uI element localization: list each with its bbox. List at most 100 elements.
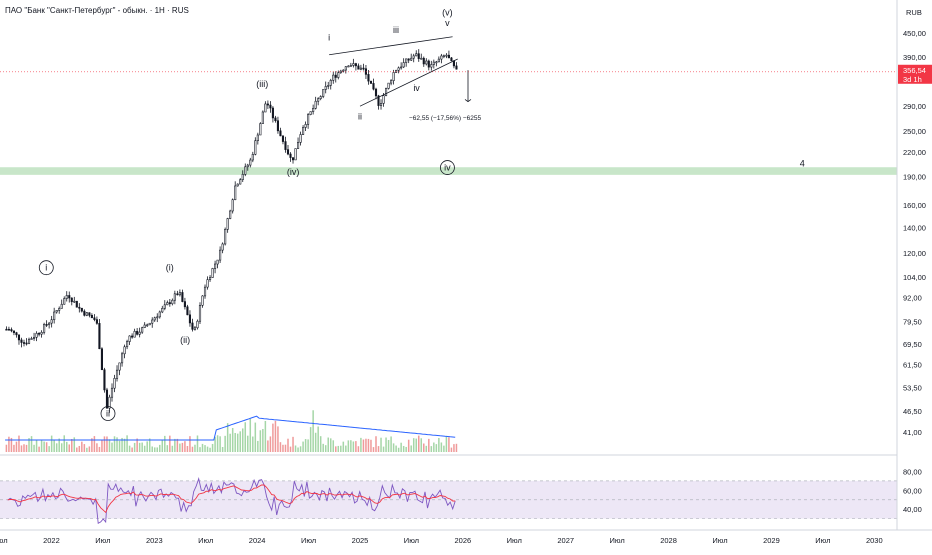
candle-body xyxy=(284,141,287,150)
time-tick-label: 2024 xyxy=(249,536,266,545)
candle-body xyxy=(88,312,91,316)
candle-body xyxy=(48,322,51,326)
volume-bar xyxy=(40,439,43,452)
volume-bar xyxy=(201,443,204,452)
candle-body xyxy=(249,159,252,166)
volume-bar xyxy=(332,440,335,452)
candle-body xyxy=(121,353,124,364)
wave-label-circle xyxy=(440,160,455,175)
candle-body xyxy=(115,369,119,379)
volume-bar xyxy=(184,441,186,452)
candle-body xyxy=(256,134,259,142)
volume-bar xyxy=(428,438,430,452)
candle-body xyxy=(309,111,312,115)
candle-body xyxy=(153,317,156,321)
rsi-tick-label: 60,00 xyxy=(903,486,922,495)
volume-bar xyxy=(50,435,53,452)
volume-bar xyxy=(30,436,33,452)
volume-bar xyxy=(405,446,407,452)
wave-label-circle xyxy=(38,260,54,276)
volume-bar xyxy=(423,443,425,452)
candle-body xyxy=(302,127,305,135)
wedge-lower-line xyxy=(359,58,458,107)
candle-body xyxy=(78,306,81,309)
candle-body xyxy=(440,55,443,60)
volume-bar xyxy=(151,446,153,452)
volume-ma-line xyxy=(5,415,456,441)
candle-body xyxy=(410,57,413,61)
candle-body xyxy=(70,297,73,303)
volume-bar xyxy=(116,437,118,452)
candle-body xyxy=(15,332,18,336)
candle-body xyxy=(10,329,13,332)
volume-bar xyxy=(380,437,382,452)
candle-body xyxy=(221,243,224,251)
volume-bar xyxy=(292,436,294,452)
candle-body xyxy=(156,316,159,319)
candle-body xyxy=(27,338,31,344)
last-price-tag xyxy=(898,64,932,84)
time-tick-label: Июл xyxy=(610,536,625,545)
volume-bar xyxy=(204,445,206,452)
volume-bar xyxy=(385,437,387,452)
candle-body xyxy=(269,104,272,109)
volume-bar xyxy=(186,446,189,452)
volume-bar xyxy=(76,447,78,452)
volume-bar xyxy=(294,445,297,452)
candle-body xyxy=(183,301,186,308)
time-tick-label: Июл xyxy=(198,536,213,545)
volume-bar xyxy=(345,445,347,452)
candle-body xyxy=(259,123,262,136)
volume-bar xyxy=(156,447,159,452)
volume-bar xyxy=(435,444,438,452)
candle-body xyxy=(118,362,121,371)
candle-body xyxy=(397,67,400,71)
volume-bar xyxy=(287,438,289,452)
candle-body xyxy=(357,65,360,70)
volume-bar xyxy=(297,447,299,452)
candle-body xyxy=(276,120,279,132)
volume-bar xyxy=(352,441,355,452)
volume-bar xyxy=(247,435,249,452)
candle-body xyxy=(286,149,290,155)
volume-bar xyxy=(269,436,272,452)
candle-body xyxy=(246,164,249,168)
wave-label-circle xyxy=(100,406,116,421)
volume-bar xyxy=(322,443,324,452)
volume-bar xyxy=(362,439,365,452)
volume-bar xyxy=(199,447,201,452)
volume-bar xyxy=(159,444,161,452)
wave-label: (i) xyxy=(166,263,174,273)
volume-bar xyxy=(236,433,239,452)
volume-bar xyxy=(118,440,121,452)
volume-bar xyxy=(289,446,292,452)
candle-body xyxy=(395,70,398,73)
candle-body xyxy=(379,103,383,106)
volume-bar xyxy=(63,435,65,452)
volume-bar xyxy=(15,441,18,452)
volume-bar xyxy=(8,436,10,452)
volume-bar xyxy=(430,446,433,452)
volume-bar xyxy=(397,447,400,452)
volume-bar xyxy=(340,445,342,452)
volume-bar xyxy=(314,432,317,452)
candle-body xyxy=(291,157,295,161)
wedge-upper-line xyxy=(329,36,453,56)
candle-body xyxy=(226,218,229,230)
candle-body xyxy=(196,320,199,329)
volume-bar xyxy=(123,438,126,452)
support-zone xyxy=(0,167,897,175)
time-tick-label: Июл xyxy=(712,536,727,545)
wave-label: v xyxy=(445,18,450,28)
volume-bar xyxy=(131,447,133,452)
volume-bar xyxy=(448,437,450,452)
volume-bar xyxy=(10,437,13,452)
rsi-band xyxy=(0,480,897,519)
volume-bar xyxy=(367,438,370,452)
candle-body xyxy=(359,67,362,70)
candle-body xyxy=(143,324,146,328)
volume-bar xyxy=(179,443,181,452)
candle-body xyxy=(362,67,365,70)
